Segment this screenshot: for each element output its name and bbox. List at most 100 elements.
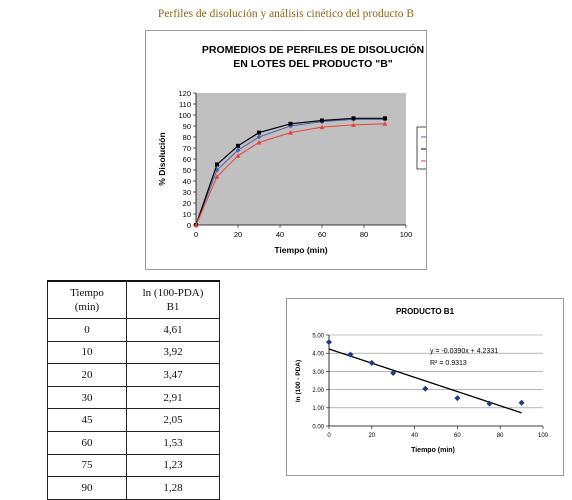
x-tick-label: 80 [360, 230, 368, 239]
table-row: 30 2,91 [47, 385, 220, 410]
y-tick-label: 100 [178, 111, 191, 120]
chart-subtitle: EN LOTES DEL PRODUCTO "B" [233, 58, 393, 70]
y-tick-label: 4.00 [312, 352, 324, 358]
y-axis-label: % Disolución [157, 132, 167, 185]
series-3-point [351, 122, 356, 127]
x-axis-label-2: Tiempo (min) [411, 447, 455, 454]
y-tick-label: 90 [183, 122, 191, 131]
y-axis-label-2: ln (100 - PDA) [295, 360, 302, 402]
y-tick-label: 3.00 [312, 370, 324, 376]
cell-tiempo: 10 [47, 340, 127, 365]
cell-tiempo: 75 [47, 453, 127, 478]
y-tick-label: 20 [183, 199, 191, 208]
legend-box [416, 126, 468, 170]
data-point [518, 399, 525, 406]
y-tick-label: 0.00 [312, 424, 324, 430]
x-axis-label: Tiempo (min) [274, 245, 327, 255]
ln-data-table: Tiempo (min) ln (100-PDA) B1 0 4,61 10 3,92 … [47, 280, 220, 500]
cell-ln: 1,28 [126, 476, 220, 500]
data-point [486, 400, 493, 407]
y-tick-label: 110 [179, 100, 191, 109]
y-tick-label: 10 [183, 210, 191, 219]
series-line-1 [195, 118, 385, 226]
table-row: 60 1,53 [47, 430, 220, 455]
data-point [368, 359, 375, 366]
cell-tiempo: 0 [47, 318, 127, 342]
cell-tiempo: 30 [47, 385, 127, 410]
y-tick-label: 0 [187, 221, 191, 230]
series-1-point [235, 147, 241, 153]
x-tick-label: 40 [411, 433, 418, 439]
series-3-point [193, 222, 199, 227]
cell-tiempo: 60 [47, 430, 127, 455]
x-tick-label: 40 [276, 230, 284, 239]
y-tick-label: 70 [183, 144, 191, 153]
x-tick-label: 20 [234, 230, 242, 239]
table-row: 45 2,05 [47, 408, 220, 432]
cell-tiempo: 45 [47, 408, 127, 432]
series-3-point [382, 121, 388, 126]
data-point [422, 385, 429, 392]
data-point [326, 339, 332, 346]
regression-chart-svg: PRODUCTO B1 0.00 1.00 2.00 3.00 4.00 5.00 0 20 4… [295, 307, 549, 454]
series-3-point [256, 140, 262, 145]
cell-tiempo: 90 [47, 476, 127, 500]
series-3-point [288, 130, 293, 135]
cell-ln: 1,23 [126, 453, 220, 478]
series-2-point [383, 116, 387, 121]
y-tick-label: 80 [183, 133, 191, 142]
data-point [454, 395, 461, 402]
x-tick-label: 80 [497, 433, 504, 439]
cell-ln: 2,91 [126, 385, 220, 410]
x-tick-label: 100 [400, 230, 413, 239]
table-row: 10 3,92 [47, 340, 220, 365]
series-3-point [214, 174, 220, 179]
header-tiempo: Tiempo (min) [47, 280, 127, 319]
dissolution-chart: PROMEDIOS DE PERFILES DE DISOLUCIÓN EN L… [145, 30, 468, 270]
series-3-point [235, 153, 241, 158]
table-row: 90 1,28 [47, 476, 220, 500]
data-point [347, 351, 354, 358]
y-tick-label: 30 [183, 188, 191, 197]
x-tick-label: 0 [327, 433, 331, 439]
y-tick-label: 60 [183, 155, 191, 164]
table-header-row: Tiempo (min) ln (100-PDA) B1 [47, 280, 220, 319]
series-line-2 [195, 117, 385, 226]
x-tick-label: 60 [318, 230, 326, 239]
cell-ln: 3,47 [126, 363, 220, 387]
table-row: 20 3,47 [47, 363, 220, 387]
cell-ln: 1,53 [126, 430, 220, 455]
table-row: 75 1,23 [47, 453, 220, 478]
y-tick-label: 1.00 [312, 406, 324, 412]
series-line-3 [195, 123, 386, 226]
cell-ln: 2,05 [126, 408, 220, 432]
series-2-point [288, 121, 293, 126]
x-tick-label: 0 [194, 230, 198, 239]
figure-caption: Perfiles de disolución y análisis cinéti… [157, 8, 415, 20]
series-2-point [351, 116, 356, 121]
plot-area [196, 93, 406, 225]
cell-tiempo: 20 [47, 363, 127, 387]
series-2-point [215, 162, 219, 167]
regression-chart: PRODUCTO B1 0.00 1.00 2.00 3.00 4.00 5.00 0 20 4… [286, 298, 564, 476]
trendline [328, 348, 522, 414]
y-tick-label: 50 [183, 166, 191, 175]
x-tick-label: 20 [368, 433, 375, 439]
y-tick-label: 120 [178, 89, 191, 98]
series-2-point [320, 118, 324, 123]
x-tick-label: 60 [454, 433, 461, 439]
series-2-point [236, 143, 240, 148]
series-2-point [257, 130, 261, 135]
series-3-point [319, 124, 325, 130]
data-point [390, 370, 397, 377]
y-tick-label: 5.00 [312, 333, 324, 339]
y-tick-label: 40 [183, 177, 191, 186]
trendline-r2: R² = 0.9313 [430, 360, 467, 367]
y-tick-label: 2.00 [312, 388, 324, 394]
table-row: 0 4,61 [47, 318, 220, 342]
legend: Lote 1Lote 2Lote 3 [416, 126, 468, 170]
chart2-title: PRODUCTO B1 [396, 307, 455, 316]
cell-ln: 4,61 [126, 318, 220, 342]
trendline-equation: y = -0.0390x + 4.2331 [430, 348, 498, 355]
header-ln-b1: ln (100-PDA) B1 [126, 280, 220, 319]
